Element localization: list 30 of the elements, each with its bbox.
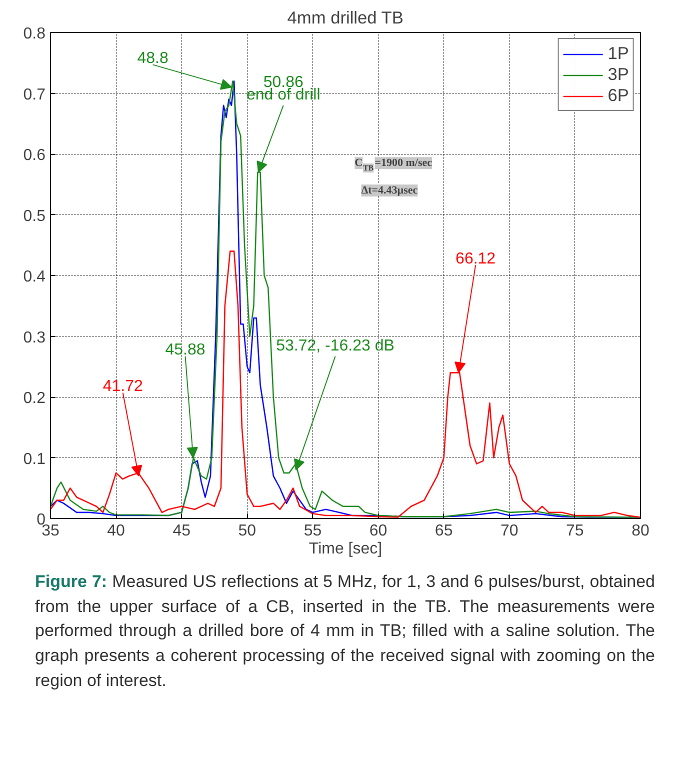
annotation: 45.88	[165, 341, 206, 358]
y-tick-label: 0.7	[23, 86, 46, 104]
y-tick-label: 0.1	[23, 450, 46, 468]
annotation: 41.72	[102, 378, 143, 395]
y-tick-label: 0.2	[23, 390, 46, 407]
x-tick-label: 45	[172, 522, 191, 540]
y-tick-label: 0.4	[23, 268, 46, 286]
annotation: 53.72, -16.23 dB	[276, 337, 394, 354]
chart-title: 4mm drilled TB	[287, 8, 404, 28]
annotation: Δt=4.43µsec	[361, 184, 418, 196]
caption: Figure 7: Measured US reflections at 5 MHz, for 1, 3 and 6 pulses/burst, obtained from the upper surface of a CB, inserted in the TB. The measurements were performed through a drilled bore of 4 mm in TB; filled with a saline solution. The graph presents a coherent processing of the received signal with zooming on the region of interest.	[35, 571, 655, 692]
y-tick-label: 0.3	[23, 329, 46, 346]
x-tick-label: 70	[500, 522, 518, 540]
x-tick-label: 40	[107, 522, 126, 540]
x-tick-label: 75	[566, 522, 584, 540]
annotation: 66.12	[456, 250, 496, 268]
y-tick-label: 0.8	[23, 26, 46, 42]
x-tick-label: 60	[369, 522, 388, 540]
x-tick-label: 50	[238, 522, 256, 540]
annotation: 48.8	[137, 50, 168, 67]
y-tick-label: 0.5	[23, 208, 46, 225]
x-axis-title: Time [sec]	[308, 540, 382, 558]
annotation: 50.86 end of drill	[246, 74, 320, 104]
legend-label: 6P	[608, 85, 629, 106]
x-tick-label: 55	[304, 522, 322, 540]
legend-label: 3P	[608, 64, 629, 85]
x-tick-label: 65	[434, 522, 453, 540]
legend-label: 1P	[608, 43, 629, 64]
x-tick-label: 80	[632, 522, 650, 540]
y-tick-label: 0.6	[23, 147, 46, 164]
